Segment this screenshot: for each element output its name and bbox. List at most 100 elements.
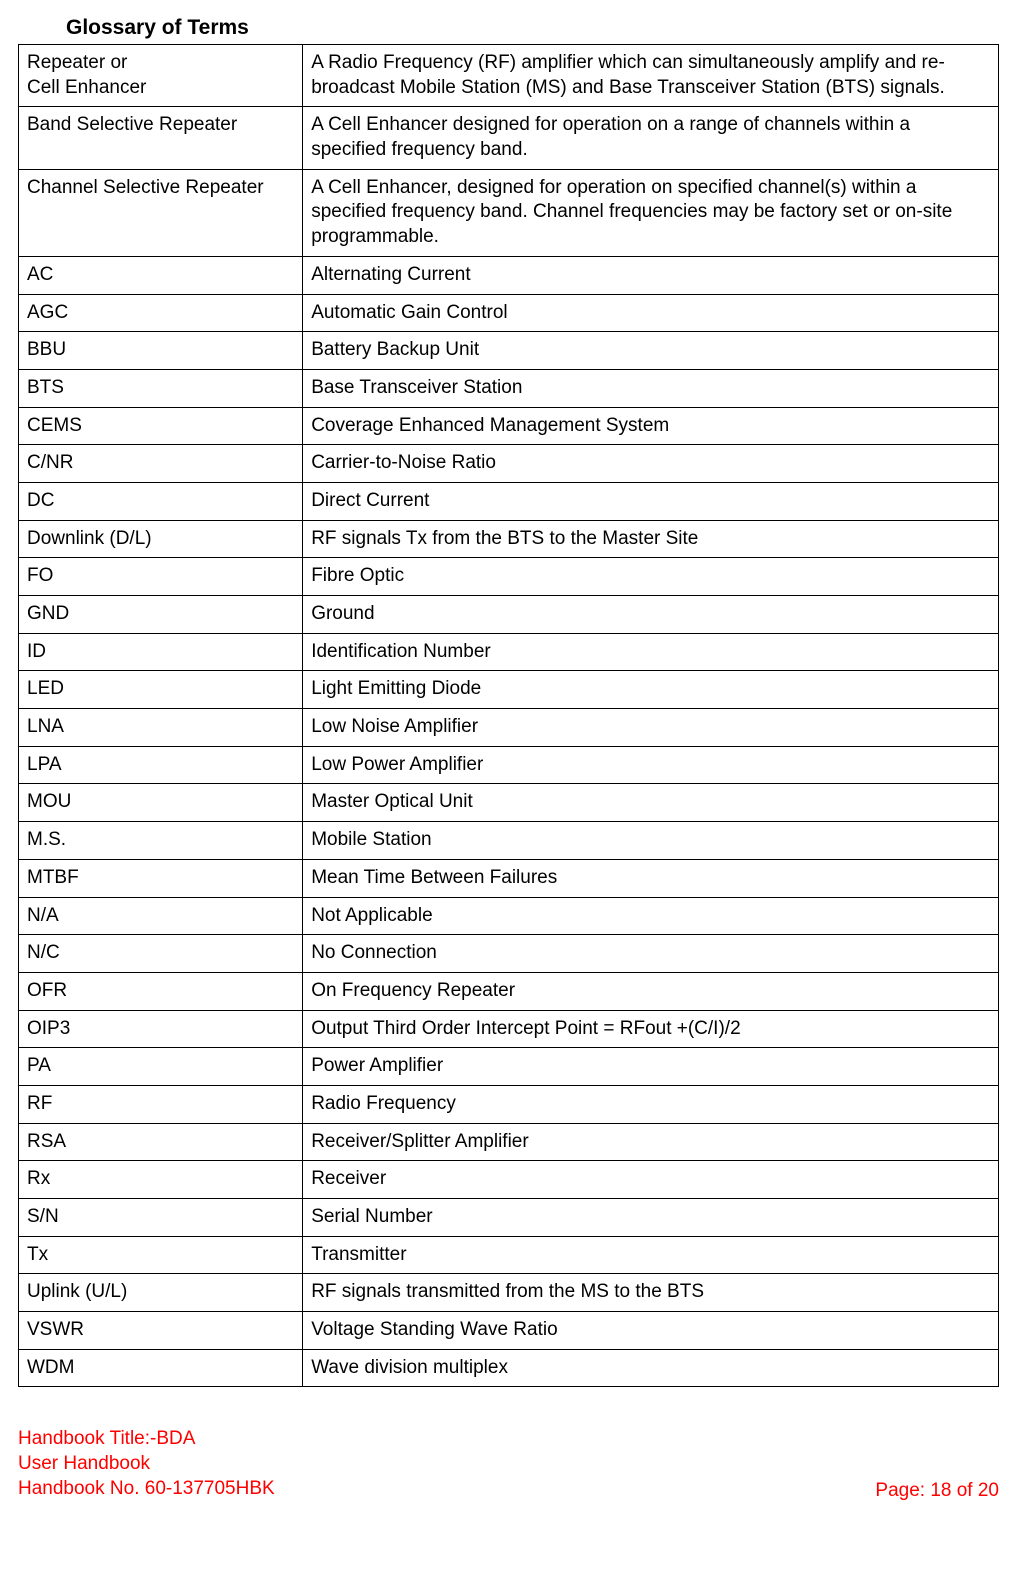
term-cell: DC: [19, 482, 303, 520]
term-cell: RSA: [19, 1123, 303, 1161]
handbook-number: Handbook No. 60-137705HBK: [18, 1477, 275, 1502]
term-cell: S/N: [19, 1199, 303, 1237]
term-cell: Uplink (U/L): [19, 1274, 303, 1312]
definition-cell: Base Transceiver Station: [303, 369, 999, 407]
table-row: WDMWave division multiplex: [19, 1349, 999, 1387]
definition-cell: On Frequency Repeater: [303, 972, 999, 1010]
definition-cell: RF signals Tx from the BTS to the Master…: [303, 520, 999, 558]
term-cell: BBU: [19, 332, 303, 370]
definition-cell: Identification Number: [303, 633, 999, 671]
definition-cell: Fibre Optic: [303, 558, 999, 596]
term-cell: CEMS: [19, 407, 303, 445]
table-row: VSWRVoltage Standing Wave Ratio: [19, 1312, 999, 1350]
term-cell: FO: [19, 558, 303, 596]
definition-cell: A Cell Enhancer designed for operation o…: [303, 107, 999, 169]
term-cell: ID: [19, 633, 303, 671]
definition-cell: Master Optical Unit: [303, 784, 999, 822]
table-row: OIP3Output Third Order Intercept Point =…: [19, 1010, 999, 1048]
term-cell: MOU: [19, 784, 303, 822]
definition-cell: RF signals transmitted from the MS to th…: [303, 1274, 999, 1312]
term-cell: RF: [19, 1085, 303, 1123]
definition-cell: Direct Current: [303, 482, 999, 520]
term-cell: M.S.: [19, 822, 303, 860]
term-cell: LNA: [19, 709, 303, 747]
page-title: Glossary of Terms: [66, 16, 999, 40]
table-row: Uplink (U/L)RF signals transmitted from …: [19, 1274, 999, 1312]
handbook-title-line1: Handbook Title:-BDA: [18, 1427, 275, 1452]
table-row: BTSBase Transceiver Station: [19, 369, 999, 407]
table-row: RSAReceiver/Splitter Amplifier: [19, 1123, 999, 1161]
table-row: GNDGround: [19, 596, 999, 634]
term-cell: Rx: [19, 1161, 303, 1199]
table-row: LEDLight Emitting Diode: [19, 671, 999, 709]
term-cell: VSWR: [19, 1312, 303, 1350]
table-row: M.S.Mobile Station: [19, 822, 999, 860]
term-cell: PA: [19, 1048, 303, 1086]
definition-cell: A Cell Enhancer, designed for operation …: [303, 169, 999, 256]
table-row: Band Selective RepeaterA Cell Enhancer d…: [19, 107, 999, 169]
table-row: DCDirect Current: [19, 482, 999, 520]
term-cell: LPA: [19, 746, 303, 784]
definition-cell: Automatic Gain Control: [303, 294, 999, 332]
table-row: AGCAutomatic Gain Control: [19, 294, 999, 332]
table-row: N/ANot Applicable: [19, 897, 999, 935]
footer-left: Handbook Title:-BDA User Handbook Handbo…: [18, 1427, 275, 1501]
definition-cell: Carrier-to-Noise Ratio: [303, 445, 999, 483]
table-row: Channel Selective RepeaterA Cell Enhance…: [19, 169, 999, 256]
table-row: RFRadio Frequency: [19, 1085, 999, 1123]
term-cell: Downlink (D/L): [19, 520, 303, 558]
table-row: C/NRCarrier-to-Noise Ratio: [19, 445, 999, 483]
term-cell: MTBF: [19, 859, 303, 897]
table-row: N/CNo Connection: [19, 935, 999, 973]
definition-cell: Ground: [303, 596, 999, 634]
handbook-title-line2: User Handbook: [18, 1452, 275, 1477]
definition-cell: Mean Time Between Failures: [303, 859, 999, 897]
page-footer: Handbook Title:-BDA User Handbook Handbo…: [18, 1427, 999, 1501]
table-row: IDIdentification Number: [19, 633, 999, 671]
term-cell: OFR: [19, 972, 303, 1010]
table-row: S/NSerial Number: [19, 1199, 999, 1237]
table-row: TxTransmitter: [19, 1236, 999, 1274]
term-cell: N/C: [19, 935, 303, 973]
term-cell: OIP3: [19, 1010, 303, 1048]
term-cell: BTS: [19, 369, 303, 407]
term-cell: LED: [19, 671, 303, 709]
table-row: LNALow Noise Amplifier: [19, 709, 999, 747]
definition-cell: Not Applicable: [303, 897, 999, 935]
term-cell: AC: [19, 256, 303, 294]
definition-cell: A Radio Frequency (RF) amplifier which c…: [303, 45, 999, 107]
definition-cell: Power Amplifier: [303, 1048, 999, 1086]
table-row: ACAlternating Current: [19, 256, 999, 294]
definition-cell: Light Emitting Diode: [303, 671, 999, 709]
definition-cell: Alternating Current: [303, 256, 999, 294]
term-cell: Tx: [19, 1236, 303, 1274]
term-cell: WDM: [19, 1349, 303, 1387]
table-row: BBUBattery Backup Unit: [19, 332, 999, 370]
term-cell: AGC: [19, 294, 303, 332]
table-row: RxReceiver: [19, 1161, 999, 1199]
table-row: Downlink (D/L)RF signals Tx from the BTS…: [19, 520, 999, 558]
definition-cell: Voltage Standing Wave Ratio: [303, 1312, 999, 1350]
definition-cell: Receiver: [303, 1161, 999, 1199]
definition-cell: Mobile Station: [303, 822, 999, 860]
definition-cell: Serial Number: [303, 1199, 999, 1237]
table-row: MOUMaster Optical Unit: [19, 784, 999, 822]
definition-cell: Transmitter: [303, 1236, 999, 1274]
term-cell: C/NR: [19, 445, 303, 483]
definition-cell: Low Noise Amplifier: [303, 709, 999, 747]
term-cell: Channel Selective Repeater: [19, 169, 303, 256]
term-cell: Band Selective Repeater: [19, 107, 303, 169]
definition-cell: Low Power Amplifier: [303, 746, 999, 784]
definition-cell: Wave division multiplex: [303, 1349, 999, 1387]
table-row: Repeater orCell EnhancerA Radio Frequenc…: [19, 45, 999, 107]
definition-cell: Radio Frequency: [303, 1085, 999, 1123]
definition-cell: Battery Backup Unit: [303, 332, 999, 370]
term-cell: Repeater orCell Enhancer: [19, 45, 303, 107]
table-row: OFROn Frequency Repeater: [19, 972, 999, 1010]
term-cell: N/A: [19, 897, 303, 935]
table-row: PAPower Amplifier: [19, 1048, 999, 1086]
definition-cell: Coverage Enhanced Management System: [303, 407, 999, 445]
table-row: LPALow Power Amplifier: [19, 746, 999, 784]
footer-page: Page: 18 of 20: [875, 1480, 999, 1502]
term-cell: GND: [19, 596, 303, 634]
